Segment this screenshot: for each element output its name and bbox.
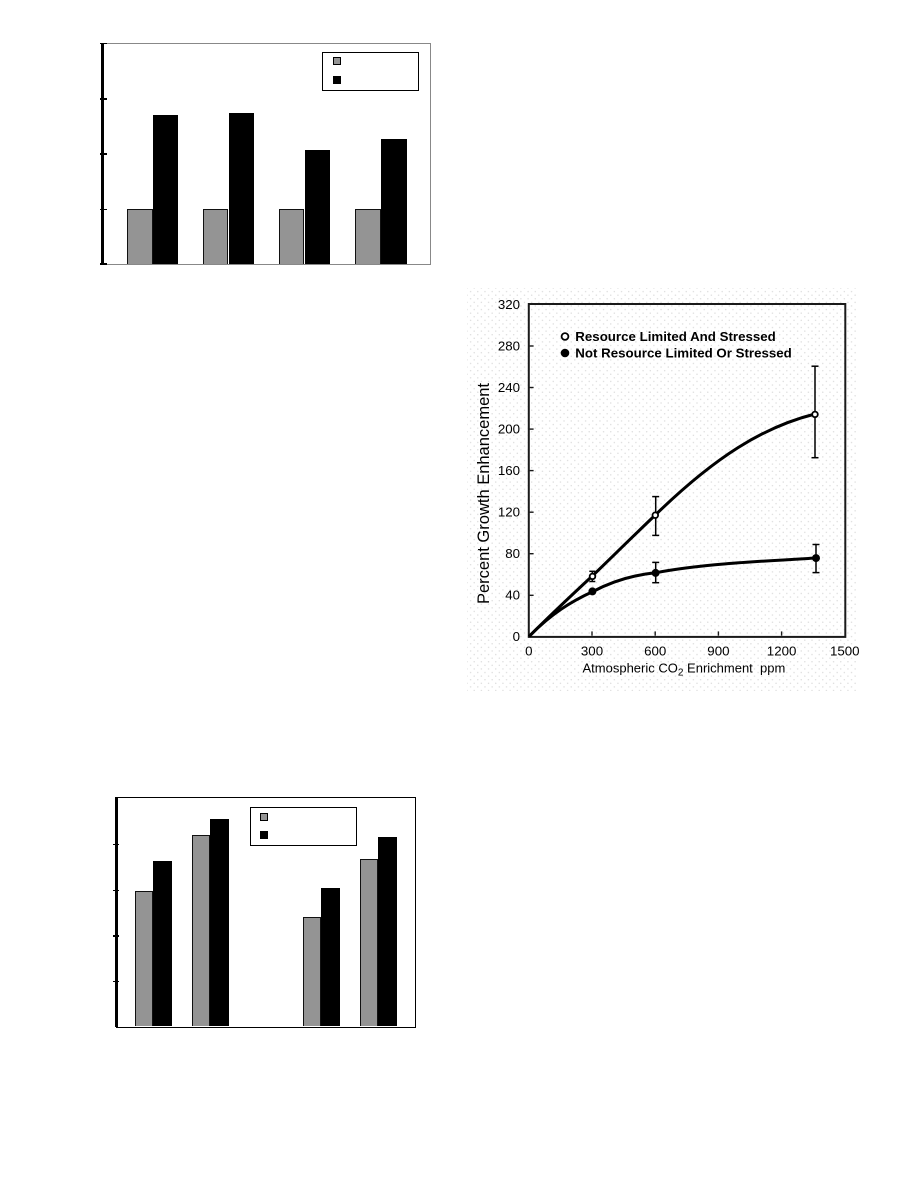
svg-text:Not Resource Limited Or Stress: Not Resource Limited Or Stressed bbox=[575, 346, 792, 361]
svg-text:1200: 1200 bbox=[767, 643, 797, 658]
svg-text:Resource Limited And Stressed: Resource Limited And Stressed bbox=[575, 329, 776, 344]
svg-text:600: 600 bbox=[644, 643, 666, 658]
svg-text:0: 0 bbox=[513, 629, 520, 644]
svg-text:40: 40 bbox=[505, 588, 520, 603]
svg-text:120: 120 bbox=[498, 505, 520, 520]
svg-text:Percent Growth Enhancement: Percent Growth Enhancement bbox=[475, 383, 493, 604]
svg-text:80: 80 bbox=[505, 546, 520, 561]
svg-text:300: 300 bbox=[581, 643, 603, 658]
svg-text:320: 320 bbox=[498, 297, 520, 312]
svg-text:1500: 1500 bbox=[830, 643, 860, 658]
svg-text:0: 0 bbox=[525, 643, 532, 658]
svg-text:200: 200 bbox=[498, 421, 520, 436]
svg-text:280: 280 bbox=[498, 338, 520, 353]
svg-text:240: 240 bbox=[498, 380, 520, 395]
svg-text:900: 900 bbox=[707, 643, 729, 658]
svg-text:Atmospheric CO2 Enrichment pp: Atmospheric CO2 Enrichment ppm bbox=[583, 661, 786, 679]
svg-text:160: 160 bbox=[498, 463, 520, 478]
